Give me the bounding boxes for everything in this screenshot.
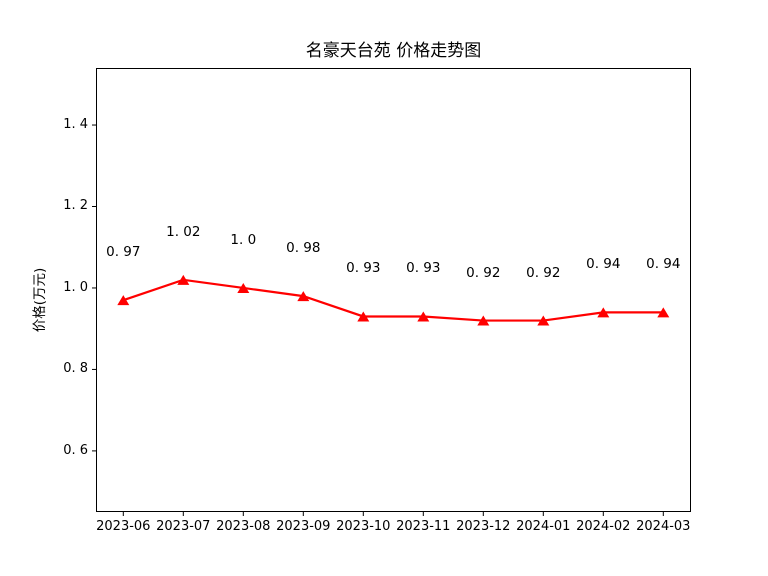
data-marker bbox=[477, 315, 490, 326]
x-tick-label: 2024-01 bbox=[516, 519, 571, 534]
data-marker bbox=[597, 307, 610, 318]
point-label: 0. 94 bbox=[646, 256, 681, 273]
point-label: 0. 98 bbox=[286, 240, 321, 257]
point-label: 0. 92 bbox=[526, 264, 561, 281]
point-label: 1. 0 bbox=[230, 231, 257, 248]
x-tick-label: 2023-07 bbox=[156, 519, 211, 534]
chart-title: 名豪天台苑 价格走势图 bbox=[305, 41, 482, 61]
data-line bbox=[122, 278, 664, 322]
data-marker bbox=[177, 274, 190, 285]
x-tick-label: 2023-09 bbox=[276, 519, 331, 534]
x-tick-label: 2023-08 bbox=[216, 519, 271, 534]
data-marker bbox=[357, 311, 370, 322]
point-label: 0. 92 bbox=[466, 264, 501, 281]
x-tick-label: 2024-02 bbox=[576, 519, 631, 534]
point-label: 0. 94 bbox=[586, 256, 621, 273]
y-tick-label: 1. 4 bbox=[63, 117, 88, 133]
point-label: 0. 93 bbox=[346, 260, 381, 277]
point-label: 0. 97 bbox=[106, 244, 141, 261]
y-tick-label: 0. 8 bbox=[63, 361, 88, 377]
x-tick-label: 2024-03 bbox=[636, 519, 691, 534]
plot-frame bbox=[96, 68, 691, 512]
x-tick-label: 2023-10 bbox=[336, 519, 391, 534]
data-marker bbox=[297, 291, 310, 302]
x-tick-label: 2023-06 bbox=[96, 519, 151, 534]
data-marker bbox=[417, 311, 430, 322]
x-tick-label: 2023-11 bbox=[396, 519, 451, 534]
data-marker bbox=[117, 295, 130, 306]
x-tick-label: 2023-12 bbox=[456, 519, 511, 534]
data-marker bbox=[657, 307, 670, 318]
point-label: 1. 02 bbox=[166, 223, 201, 240]
y-tick-label: 1. 2 bbox=[63, 198, 88, 214]
data-marker bbox=[537, 315, 550, 326]
y-tick-label: 0. 6 bbox=[63, 442, 88, 458]
point-label: 0. 93 bbox=[406, 260, 441, 277]
data-marker bbox=[237, 282, 250, 293]
y-axis-label: 价格(万元) bbox=[32, 267, 48, 333]
y-tick-label: 1. 0 bbox=[63, 279, 88, 295]
